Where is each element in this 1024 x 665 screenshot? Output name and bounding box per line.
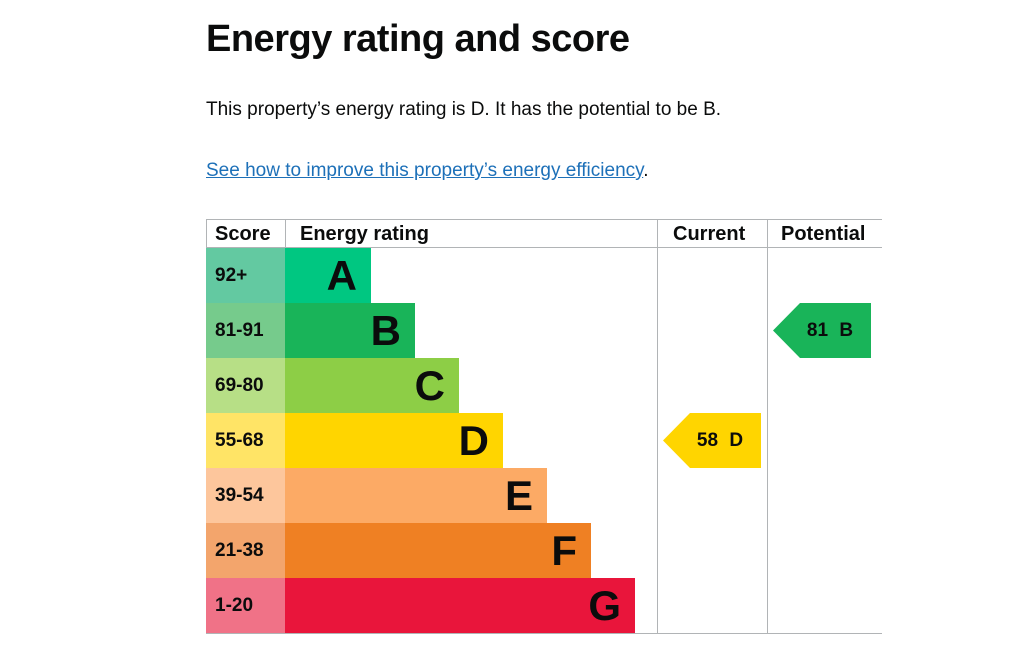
improve-efficiency-link[interactable]: See how to improve this property’s energ… bbox=[206, 160, 644, 181]
score-cell-c: 69-80 bbox=[206, 358, 285, 413]
rating-bar-c: C bbox=[285, 358, 459, 413]
rating-summary: This property’s energy rating is D. It h… bbox=[206, 99, 722, 120]
score-cell-g: 1-20 bbox=[206, 578, 285, 633]
current-rating-label: 58 D bbox=[696, 430, 744, 451]
header-divider bbox=[206, 247, 882, 248]
column-divider bbox=[285, 220, 286, 248]
link-suffix: . bbox=[643, 160, 649, 181]
score-cell-e: 39-54 bbox=[206, 468, 285, 523]
rating-bar-f: F bbox=[285, 523, 591, 578]
header-score: Score bbox=[215, 223, 271, 245]
score-cell-f: 21-38 bbox=[206, 523, 285, 578]
score-cell-a: 92+ bbox=[206, 248, 285, 303]
potential-rating-arrow: 81 B bbox=[773, 303, 871, 358]
current-arrow-shape bbox=[663, 413, 761, 468]
column-divider bbox=[657, 220, 658, 633]
energy-rating-table: Score Energy rating Current Potential 92… bbox=[206, 219, 882, 634]
header-energy-rating: Energy rating bbox=[300, 223, 429, 245]
rating-bar-b: B bbox=[285, 303, 415, 358]
page-title: Energy rating and score bbox=[206, 18, 630, 60]
header-potential: Potential bbox=[781, 223, 866, 245]
header-current: Current bbox=[673, 223, 746, 245]
potential-rating-label: 81 B bbox=[806, 320, 854, 341]
rating-bar-e: E bbox=[285, 468, 547, 523]
potential-arrow-shape bbox=[773, 303, 871, 358]
column-divider bbox=[767, 220, 768, 633]
score-cell-b: 81-91 bbox=[206, 303, 285, 358]
column-divider bbox=[206, 220, 207, 248]
improve-link-paragraph: See how to improve this property’s energ… bbox=[206, 160, 649, 182]
rating-bar-g: G bbox=[285, 578, 635, 633]
score-cell-d: 55-68 bbox=[206, 413, 285, 468]
current-rating-arrow: 58 D bbox=[663, 413, 761, 468]
rating-bar-d: D bbox=[285, 413, 503, 468]
rating-bar-a: A bbox=[285, 248, 371, 303]
